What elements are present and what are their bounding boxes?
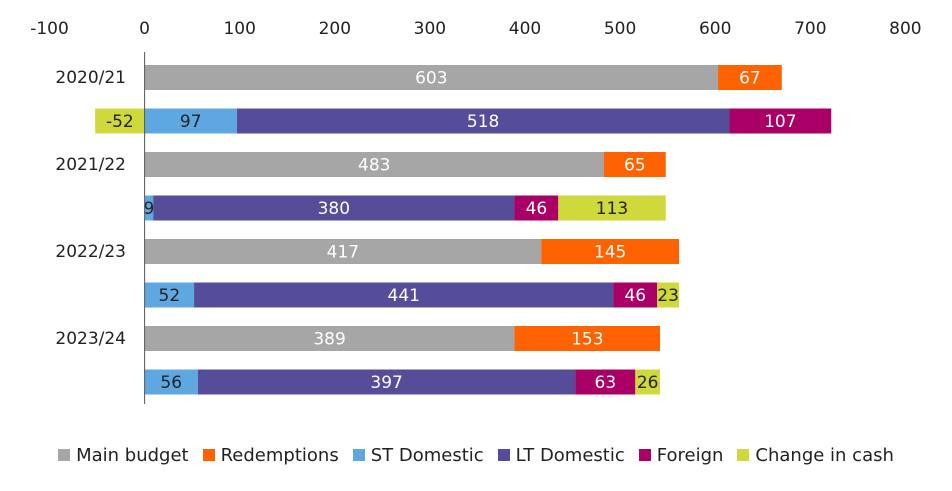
data-label: 518 [467, 112, 499, 132]
bar-segment [153, 195, 515, 221]
bar-segment [603, 152, 666, 177]
data-label: 145 [594, 243, 626, 263]
category-label: 2022/23 [55, 242, 126, 262]
category-label: 2020/21 [55, 68, 126, 88]
bar-segment [144, 369, 198, 395]
legend-item: Change in cash [737, 444, 894, 466]
bar-segment [541, 239, 680, 264]
x-tick-label: 400 [509, 19, 541, 39]
legend-item: ST Domestic [352, 444, 484, 466]
legend-label: Redemptions [220, 444, 339, 466]
bar-segment [718, 65, 782, 90]
data-label: 97 [180, 112, 202, 132]
x-tick-label: -100 [30, 19, 69, 39]
legend-swatch [497, 449, 510, 461]
category-labels: 2020/21 2021/22 2022/23 2023/24 [55, 68, 126, 349]
bar-segment [514, 195, 559, 221]
bar-segment [144, 65, 719, 90]
x-tick-label: 800 [889, 19, 921, 39]
data-label: 46 [624, 286, 646, 306]
bar-segment [514, 326, 661, 351]
x-tick-label: 100 [223, 19, 255, 39]
data-label: 483 [358, 156, 390, 176]
x-tick-label: 300 [414, 19, 446, 39]
legend-label: LT Domestic [515, 444, 625, 466]
data-label: 65 [624, 156, 646, 176]
bar-segment [575, 369, 636, 395]
data-label: 26 [637, 373, 659, 393]
chart: -100 0 100 200 300 400 500 600 700 800 603 67 97 518… [30, 19, 922, 404]
x-tick-label: 200 [319, 19, 351, 39]
legend-swatch [638, 449, 651, 461]
data-label: 153 [571, 330, 603, 350]
legend-label: Change in cash [755, 444, 894, 466]
bar-segment [613, 282, 658, 308]
x-tick-label: 700 [794, 19, 826, 39]
data-label: 380 [318, 199, 350, 219]
legend: Main budget Redemptions ST Domestic LT Dome… [0, 440, 952, 470]
bar-segment [236, 108, 730, 134]
legend-swatch [58, 449, 71, 461]
legend-label: Foreign [656, 444, 724, 466]
legend-item: Main budget [58, 445, 189, 466]
data-label: 46 [526, 199, 548, 219]
data-label: -52 [106, 112, 134, 132]
data-label: 397 [370, 373, 402, 393]
data-label: 63 [595, 373, 617, 393]
legend-swatch [737, 449, 750, 461]
legend-swatch [352, 449, 365, 461]
bar-segment [144, 152, 604, 177]
bar-segment [197, 369, 576, 395]
data-label: 107 [764, 112, 796, 132]
legend-swatch [202, 449, 215, 461]
bar-segment [144, 282, 195, 308]
data-label: 389 [313, 330, 345, 350]
x-tick-label: 0 [139, 19, 150, 39]
x-tick-label: 500 [604, 19, 636, 39]
bar-segment [729, 108, 832, 134]
legend-item: LT Domestic [497, 444, 625, 466]
bar-segment [144, 326, 515, 351]
data-label: 9 [143, 199, 154, 219]
x-axis-ticks: -100 0 100 200 300 400 500 600 700 800 [30, 19, 921, 39]
legend-item: Redemptions [202, 444, 339, 466]
data-label: 417 [327, 243, 359, 263]
legend-label: ST Domestic [370, 444, 484, 466]
legend-label: Main budget [76, 444, 189, 466]
legend-item: Foreign [638, 444, 724, 466]
data-label: 23 [657, 286, 679, 306]
data-label: 67 [739, 69, 761, 89]
category-label: 2021/22 [55, 155, 126, 175]
data-label: 56 [160, 373, 182, 393]
data-label: 603 [415, 69, 447, 89]
x-tick-label: 600 [699, 19, 731, 39]
data-label: 441 [388, 286, 420, 306]
bars: 603 67 97 518 107 -52 483 65 9 380 46 113 417 145 52 44… [95, 65, 832, 395]
data-label: 113 [596, 199, 628, 219]
bar-segment [657, 282, 680, 308]
bar-segment [144, 195, 154, 221]
bar-segment [194, 282, 614, 308]
bar-segment [144, 239, 542, 264]
category-label: 2023/24 [55, 329, 126, 349]
bar-segment [95, 108, 145, 134]
bar-segment [558, 195, 666, 221]
data-label: 52 [159, 286, 181, 306]
bar-segment [635, 369, 661, 395]
bar-segment [144, 108, 237, 134]
